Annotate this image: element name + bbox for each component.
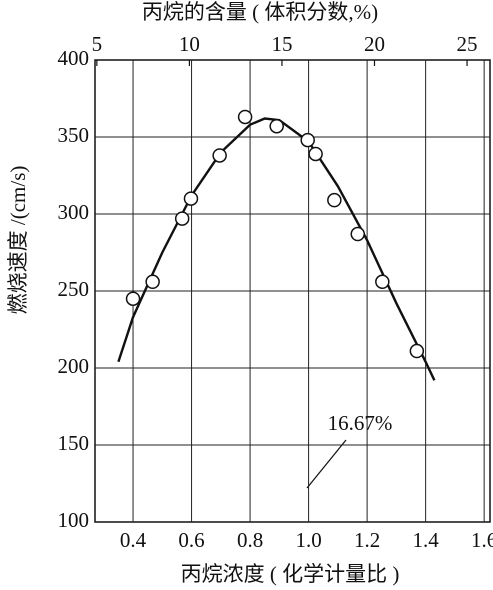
data-point bbox=[174, 211, 190, 226]
fit-curve bbox=[117, 117, 436, 381]
data-point bbox=[409, 343, 425, 359]
y-tick-label: 200 bbox=[58, 354, 90, 378]
x-tick-label: 0.4 bbox=[120, 528, 147, 552]
x-tick-label: 1.2 bbox=[354, 528, 380, 552]
x2-tick-label: 20 bbox=[364, 32, 385, 56]
data-point bbox=[350, 226, 365, 242]
data-point bbox=[269, 118, 284, 134]
data-point bbox=[125, 291, 141, 306]
data-point bbox=[145, 274, 160, 290]
data-point bbox=[327, 192, 342, 208]
x-tick-label: 0.6 bbox=[178, 528, 204, 552]
y-tick-label: 250 bbox=[58, 277, 90, 301]
data-point bbox=[308, 146, 323, 162]
x-tick-label: 1.0 bbox=[295, 528, 321, 552]
y-tick-label: 150 bbox=[58, 431, 90, 455]
y-tick-label: 350 bbox=[58, 123, 90, 147]
y-tick-label: 400 bbox=[58, 46, 90, 70]
x-tick-label: 0.8 bbox=[237, 528, 263, 552]
x2-tick-label: 10 bbox=[179, 32, 200, 56]
annotation-pointer bbox=[306, 439, 347, 489]
data-point bbox=[237, 109, 253, 125]
data-point bbox=[183, 191, 199, 206]
x2-tick-label: 15 bbox=[271, 32, 292, 56]
data-point bbox=[300, 132, 315, 148]
data-point bbox=[212, 148, 227, 163]
annotation: 16.67% bbox=[328, 411, 393, 435]
x-axis-label: 丙烷浓度 ( 化学计量比 ) bbox=[181, 562, 400, 586]
x2-tick-label: 5 bbox=[92, 32, 103, 56]
data-point bbox=[375, 274, 390, 290]
x2-tick-label: 25 bbox=[457, 32, 478, 56]
y-tick-label: 300 bbox=[58, 200, 90, 224]
chart-title: 丙烷的含量 ( 体积分数,%) bbox=[142, 0, 378, 24]
y-tick-label: 100 bbox=[58, 508, 90, 532]
x-tick-label: 1.4 bbox=[413, 528, 440, 552]
x-tick-label: 1.6 bbox=[471, 528, 493, 552]
y-axis-label: 燃烧速度 /(cm/s) bbox=[6, 166, 30, 315]
